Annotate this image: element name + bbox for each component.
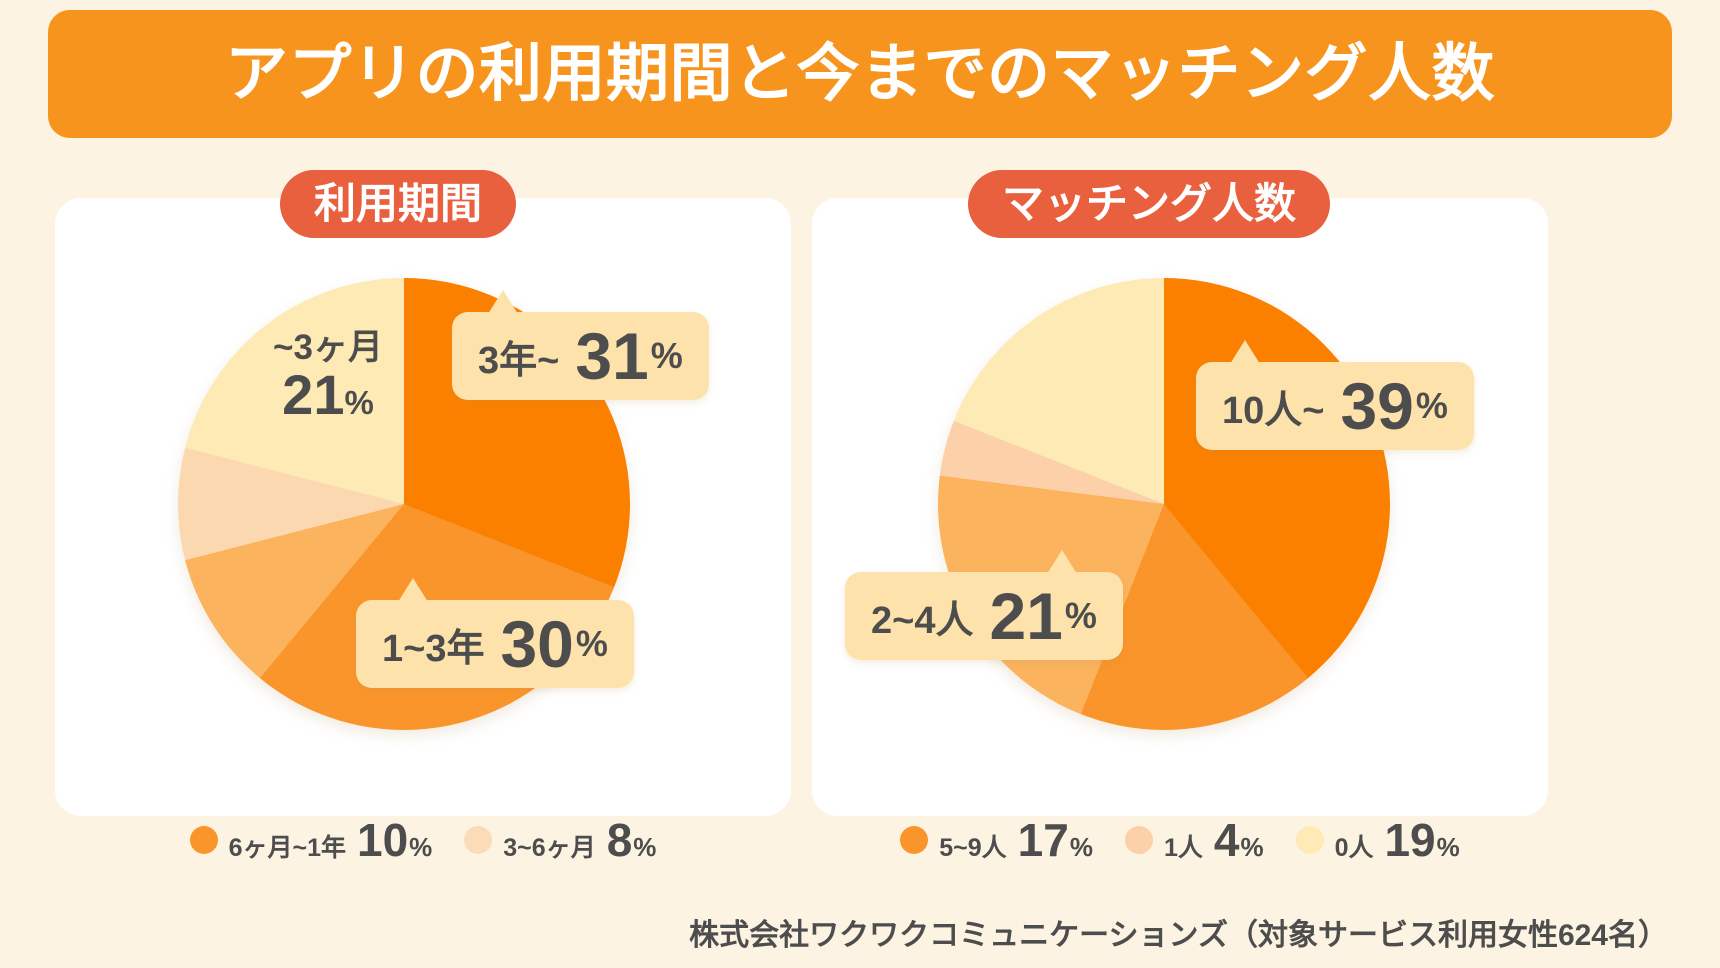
legend-item: 0人 19% bbox=[1295, 813, 1460, 866]
legend-value: 19 bbox=[1384, 813, 1436, 866]
callout-category: 3年~ bbox=[478, 339, 560, 382]
section-pill-usage-period: 利用期間 bbox=[280, 170, 517, 238]
callout-unit: % bbox=[575, 623, 608, 664]
callout-left-3years: 3年~ 31 % bbox=[452, 290, 709, 400]
callout-value: 21 bbox=[989, 579, 1063, 653]
title-banner: アプリの利用期間と今までのマッチング人数 bbox=[48, 10, 1672, 138]
legend-category: 3~6ヶ月 bbox=[503, 833, 596, 862]
callout-category: 2~4人 bbox=[871, 599, 974, 642]
legend-value: 4 bbox=[1213, 813, 1240, 866]
legend-value: 8 bbox=[606, 813, 633, 866]
legend-color-dot-icon bbox=[900, 826, 929, 854]
legend-unit: % bbox=[1436, 831, 1460, 862]
callout-unit: % bbox=[1415, 385, 1448, 426]
section-pill-label-left: 利用期間 bbox=[314, 180, 483, 227]
legend-unit: % bbox=[1240, 831, 1264, 862]
callout-category: 10人~ bbox=[1222, 389, 1325, 432]
callout-value: 39 bbox=[1340, 369, 1414, 443]
legend-value: 10 bbox=[356, 813, 409, 866]
pie-slice-label-3months: ~3ヶ月 21% bbox=[228, 330, 428, 423]
pie-slice-label-unit: % bbox=[344, 383, 374, 421]
legend-unit: % bbox=[633, 831, 657, 862]
section-pill-matching-count: マッチング人数 bbox=[968, 170, 1331, 238]
callout-unit: % bbox=[650, 335, 683, 376]
callout-right-2to4people: 2~4人 21 % bbox=[845, 550, 1123, 660]
legend-category: 5~9人 bbox=[939, 833, 1007, 862]
legend-item: 5~9人 17% bbox=[900, 817, 1093, 864]
legend-unit: % bbox=[1069, 831, 1093, 862]
legend-category: 1人 bbox=[1163, 833, 1203, 862]
legend-item: 3~6ヶ月 8% bbox=[464, 817, 656, 864]
callout-tail-icon bbox=[1046, 550, 1077, 574]
callout-right-10people: 10人~ 39 % bbox=[1196, 340, 1474, 450]
callout-value: 30 bbox=[500, 607, 574, 681]
callout-category: 1~3年 bbox=[382, 627, 485, 670]
pie-slice-label-category: ~3ヶ月 bbox=[273, 328, 383, 367]
source-credit: 株式会社ワクワクコミュニケーションズ（対象サービス利用女性624名） bbox=[689, 919, 1668, 952]
callout-unit: % bbox=[1064, 595, 1097, 636]
section-pill-label-right: マッチング人数 bbox=[1002, 180, 1297, 227]
callout-tail-icon bbox=[398, 578, 428, 602]
legend-value: 17 bbox=[1017, 813, 1069, 866]
legend-category: 0人 bbox=[1334, 833, 1374, 862]
legend-item: 6ヶ月~1年 10% bbox=[189, 813, 433, 866]
legend-color-dot-icon bbox=[189, 826, 218, 854]
legend-color-dot-icon bbox=[1295, 826, 1324, 854]
callout-tail-icon bbox=[488, 290, 518, 314]
page-title: アプリの利用期間と今までのマッチング人数 bbox=[225, 38, 1495, 109]
pie-chart-matching-count bbox=[938, 278, 1390, 730]
pie-slice-label-value: 21 bbox=[282, 362, 345, 426]
legend-unit: % bbox=[409, 831, 433, 862]
legend-color-dot-icon bbox=[464, 826, 493, 854]
legend-matching-count: 5~9人 17% 1人 4% 0人 19% bbox=[812, 812, 1548, 868]
legend-category: 6ヶ月~1年 bbox=[228, 833, 346, 862]
callout-value: 31 bbox=[575, 319, 649, 393]
callout-tail-icon bbox=[1230, 340, 1260, 364]
legend-color-dot-icon bbox=[1124, 826, 1153, 854]
callout-left-1to3years: 1~3年 30 % bbox=[356, 578, 634, 688]
legend-item: 1人 4% bbox=[1124, 813, 1264, 866]
legend-usage-period: 6ヶ月~1年 10% 3~6ヶ月 8% bbox=[55, 812, 791, 868]
